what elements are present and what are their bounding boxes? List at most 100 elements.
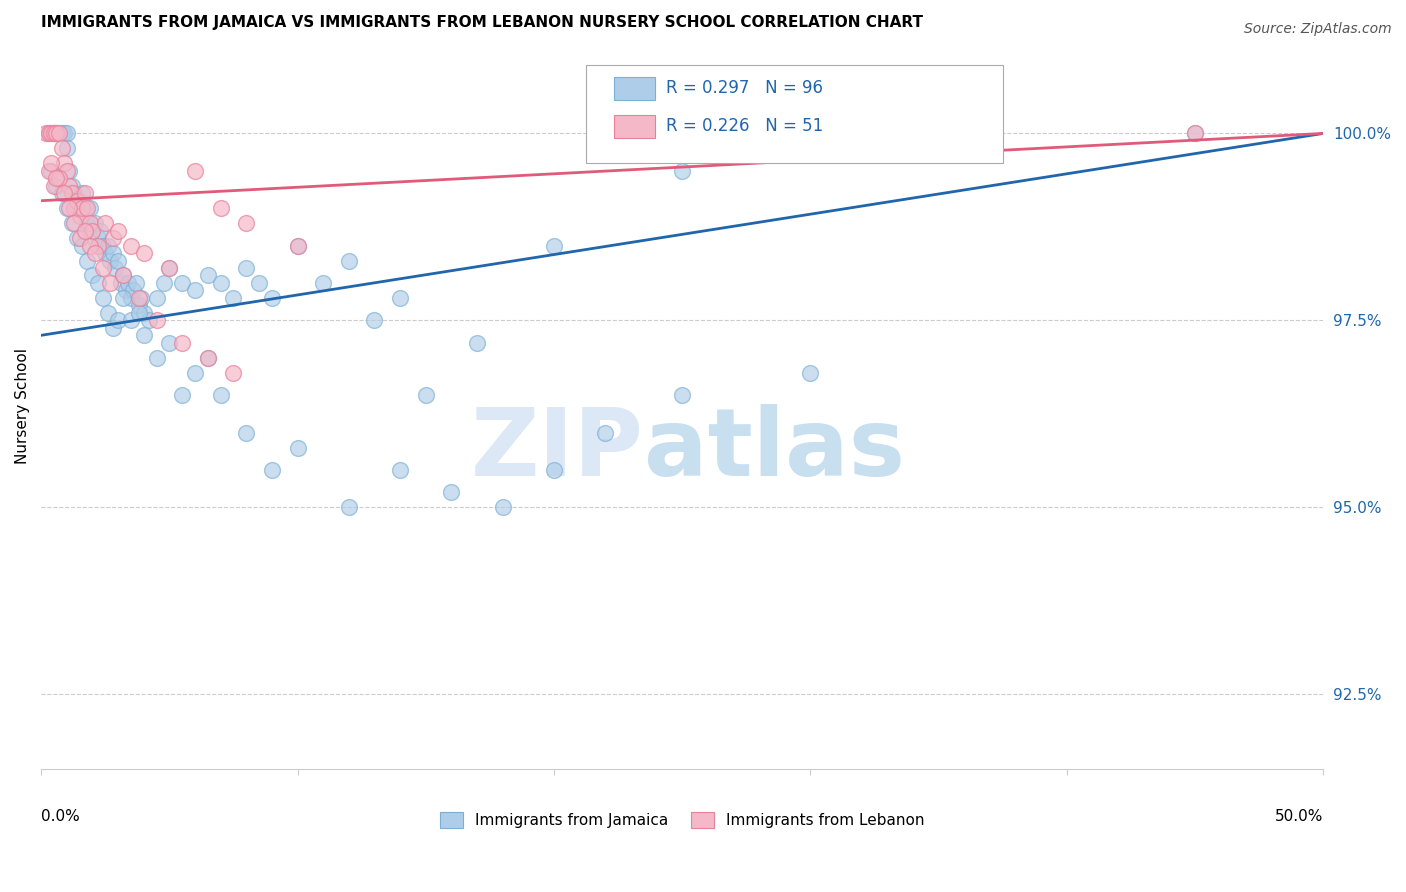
Point [45,127,67,141]
Point [247,276,270,290]
Point [79,238,101,252]
Point [91,238,114,252]
Point [38,127,60,141]
Point [82,268,104,283]
Point [60,216,83,230]
Point [55,141,77,155]
Point [63,186,86,201]
Point [112,268,135,283]
Point [593,425,616,440]
Point [38,163,60,178]
Point [492,500,515,515]
Point [172,335,194,350]
Point [48,127,70,141]
Point [79,216,101,230]
Point [101,246,124,260]
Point [122,284,145,298]
Text: 0.0%: 0.0% [41,809,80,824]
Point [389,463,412,477]
Point [58,178,80,193]
Point [172,388,194,402]
Point [70,238,93,252]
Point [172,276,194,290]
Point [42,127,65,141]
Point [107,224,129,238]
Point [70,186,93,201]
Point [671,388,693,402]
Point [66,201,89,215]
Point [153,276,176,290]
Text: R = 0.226   N = 51: R = 0.226 N = 51 [665,117,823,135]
Point [145,313,167,327]
Point [465,335,488,350]
Point [415,388,437,402]
Point [86,276,108,290]
Point [69,209,91,223]
Point [97,238,120,252]
Point [799,366,821,380]
Point [260,463,283,477]
Point [222,366,245,380]
FancyBboxPatch shape [586,65,1002,163]
Point [76,201,98,215]
Point [82,224,104,238]
Point [97,306,120,320]
Point [55,163,77,178]
Point [89,224,111,238]
Point [42,178,65,193]
Point [73,224,96,238]
Point [45,171,67,186]
Point [287,441,309,455]
Point [58,201,80,215]
Point [82,224,104,238]
Point [157,260,180,275]
Point [440,485,463,500]
Point [48,171,70,186]
Point [86,238,108,252]
Point [389,291,412,305]
Point [235,260,257,275]
Text: ZIP: ZIP [471,404,644,496]
Point [120,238,142,252]
Point [41,156,63,170]
Point [66,194,89,208]
Point [120,313,142,327]
Point [94,216,117,230]
Point [117,276,139,290]
Point [86,231,108,245]
Point [55,201,77,215]
Point [58,163,80,178]
Point [107,253,129,268]
Point [70,201,93,215]
Point [363,313,385,327]
Point [53,186,76,201]
Point [132,306,155,320]
Point [197,351,219,365]
Point [260,291,283,305]
Point [112,268,135,283]
Point [94,246,117,260]
Point [69,194,91,208]
Point [114,284,136,298]
Point [184,163,207,178]
Point [235,216,257,230]
Point [235,425,257,440]
Point [51,186,73,201]
Point [125,276,148,290]
Point [112,291,135,305]
Point [63,201,86,215]
Point [337,500,360,515]
Point [197,268,219,283]
Point [132,246,155,260]
Point [543,238,565,252]
Point [73,186,96,201]
FancyBboxPatch shape [614,77,655,100]
Point [73,201,96,215]
Text: IMMIGRANTS FROM JAMAICA VS IMMIGRANTS FROM LEBANON NURSERY SCHOOL CORRELATION CH: IMMIGRANTS FROM JAMAICA VS IMMIGRANTS FR… [41,15,924,30]
Text: R = 0.297   N = 96: R = 0.297 N = 96 [665,78,823,97]
Point [69,231,91,245]
Point [98,253,121,268]
Point [51,127,73,141]
Point [209,201,232,215]
Point [128,298,150,312]
